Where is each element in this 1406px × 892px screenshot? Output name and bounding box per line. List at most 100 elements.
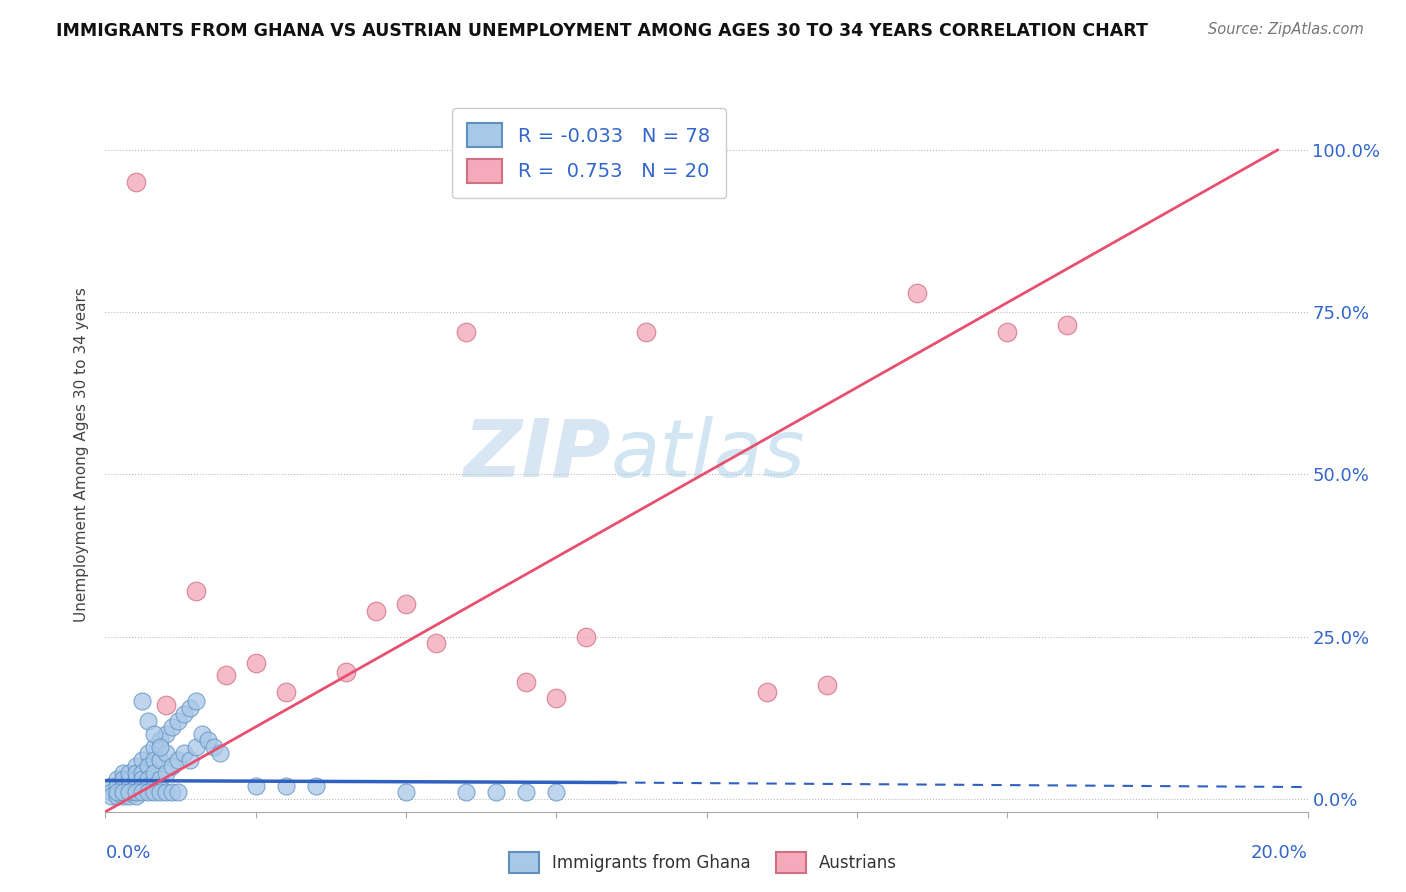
Point [166, 785, 188, 799]
Point [515, 785, 537, 799]
Point [131, 785, 153, 799]
Point [995, 325, 1018, 339]
Point [173, 707, 195, 722]
Legend: R = -0.033   N = 78, R =  0.753   N = 20: R = -0.033 N = 78, R = 0.753 N = 20 [451, 108, 725, 198]
Point [131, 779, 153, 793]
Point [112, 772, 135, 787]
Text: Source: ZipAtlas.com: Source: ZipAtlas.com [1208, 22, 1364, 37]
Point [142, 727, 165, 741]
Point [274, 684, 297, 698]
Point [118, 789, 141, 803]
Point [197, 733, 219, 747]
Point [112, 785, 135, 799]
Point [214, 668, 236, 682]
Point [815, 678, 838, 692]
Point [190, 727, 212, 741]
Point [160, 720, 183, 734]
Text: ZIP: ZIP [463, 416, 610, 494]
Point [124, 785, 146, 799]
Point [166, 753, 188, 767]
Point [124, 789, 146, 803]
Point [136, 772, 159, 787]
Point [131, 694, 153, 708]
Point [160, 759, 183, 773]
Point [184, 694, 207, 708]
Point [124, 176, 146, 190]
Point [454, 785, 477, 799]
Point [131, 753, 153, 767]
Point [107, 785, 129, 799]
Point [364, 604, 387, 618]
Point [124, 785, 146, 799]
Point [118, 765, 141, 780]
Point [112, 779, 135, 793]
Point [546, 785, 568, 799]
Point [124, 765, 146, 780]
Point [124, 779, 146, 793]
Point [107, 779, 129, 793]
Point [136, 714, 159, 728]
Point [100, 789, 122, 803]
Point [107, 785, 129, 799]
Point [131, 765, 153, 780]
Point [142, 765, 165, 780]
Point [148, 733, 170, 747]
Point [136, 747, 159, 761]
Text: 20.0%: 20.0% [1251, 844, 1308, 862]
Point [515, 675, 537, 690]
Point [107, 772, 129, 787]
Point [208, 747, 231, 761]
Point [1056, 318, 1078, 333]
Point [118, 772, 141, 787]
Point [100, 785, 122, 799]
Point [202, 739, 225, 754]
Point [485, 785, 508, 799]
Point [131, 772, 153, 787]
Point [425, 636, 447, 650]
Point [274, 779, 297, 793]
Point [155, 727, 177, 741]
Point [335, 665, 357, 680]
Point [118, 785, 141, 799]
Point [112, 789, 135, 803]
Point [184, 584, 207, 599]
Text: atlas: atlas [610, 416, 806, 494]
Point [395, 597, 418, 611]
Point [100, 779, 122, 793]
Point [166, 714, 188, 728]
Point [179, 701, 201, 715]
Point [184, 739, 207, 754]
Point [155, 698, 177, 712]
Point [179, 753, 201, 767]
Point [245, 656, 267, 670]
Point [173, 747, 195, 761]
Point [546, 691, 568, 706]
Point [636, 325, 658, 339]
Text: IMMIGRANTS FROM GHANA VS AUSTRIAN UNEMPLOYMENT AMONG AGES 30 TO 34 YEARS CORRELA: IMMIGRANTS FROM GHANA VS AUSTRIAN UNEMPL… [56, 22, 1149, 40]
Point [112, 765, 135, 780]
Point [155, 765, 177, 780]
Point [118, 785, 141, 799]
Point [245, 779, 267, 793]
Point [305, 779, 328, 793]
Point [118, 779, 141, 793]
Point [124, 772, 146, 787]
Point [155, 785, 177, 799]
Point [575, 630, 598, 644]
Point [148, 753, 170, 767]
Point [148, 739, 170, 754]
Point [148, 785, 170, 799]
Point [142, 779, 165, 793]
Point [136, 759, 159, 773]
Point [112, 785, 135, 799]
Point [148, 772, 170, 787]
Point [142, 785, 165, 799]
Point [107, 789, 129, 803]
Point [454, 325, 477, 339]
Point [136, 779, 159, 793]
Text: 0.0%: 0.0% [105, 844, 150, 862]
Point [124, 759, 146, 773]
Y-axis label: Unemployment Among Ages 30 to 34 years: Unemployment Among Ages 30 to 34 years [75, 287, 90, 623]
Legend: Immigrants from Ghana, Austrians: Immigrants from Ghana, Austrians [502, 846, 904, 880]
Point [136, 785, 159, 799]
